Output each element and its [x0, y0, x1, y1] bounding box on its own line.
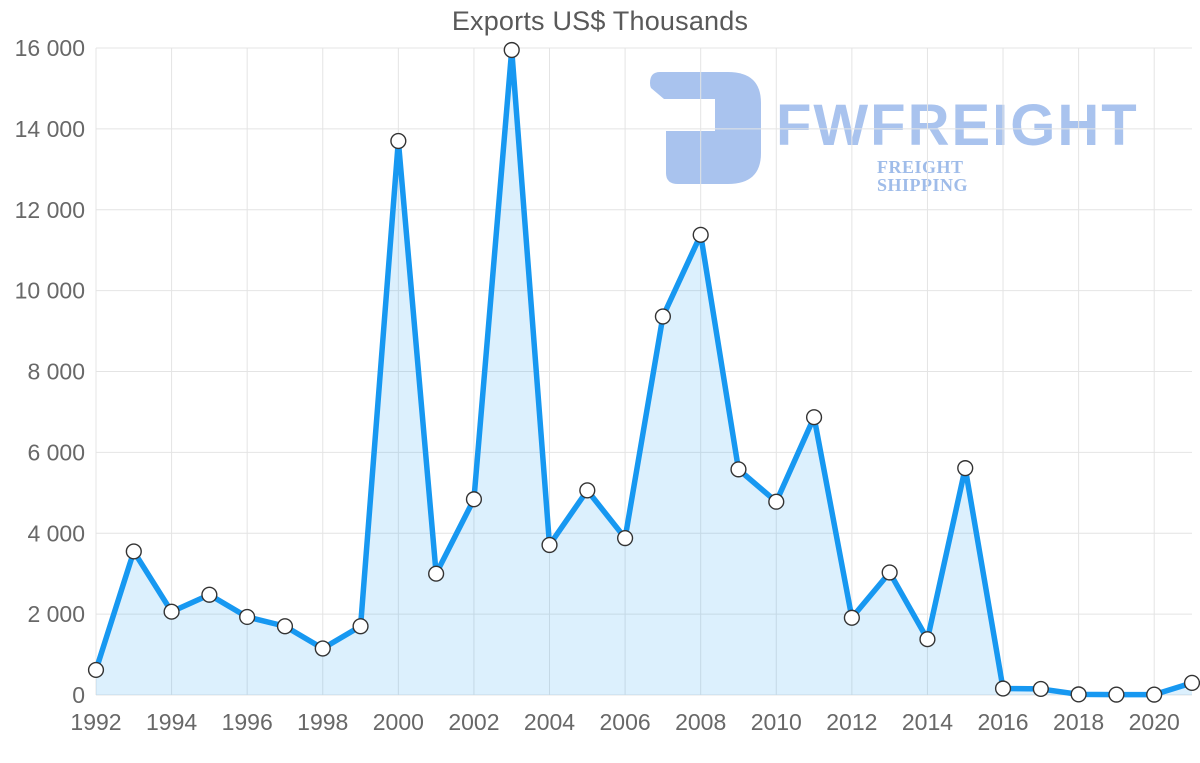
- data-point-2011[interactable]: [805, 409, 823, 426]
- x-tick-label: 2012: [826, 709, 877, 735]
- y-tick-label: 10 000: [15, 278, 85, 304]
- data-point-2000[interactable]: [390, 132, 407, 150]
- data-point-1998[interactable]: [314, 640, 331, 657]
- data-point-2006[interactable]: [617, 530, 634, 547]
- data-point-2019[interactable]: [1108, 686, 1125, 703]
- data-point-2018[interactable]: [1070, 686, 1087, 703]
- fwfreight-logo-icon: [650, 72, 761, 184]
- data-point-2004[interactable]: [541, 536, 558, 554]
- data-point-2002[interactable]: [465, 491, 483, 508]
- data-point-2003[interactable]: [503, 41, 520, 59]
- data-point-1992[interactable]: [87, 661, 105, 679]
- y-tick-label: 8 000: [27, 359, 85, 385]
- data-point-2021[interactable]: [1183, 674, 1200, 691]
- x-tick-label: 2008: [675, 709, 726, 735]
- x-tick-label: 2010: [751, 709, 802, 735]
- data-point-2007[interactable]: [654, 308, 671, 325]
- y-tick-label: 2 000: [27, 601, 85, 627]
- watermark-tagline-text: FREIGHT SHIPPING: [877, 157, 969, 195]
- data-point-2012[interactable]: [843, 609, 860, 626]
- y-tick-label: 6 000: [27, 439, 85, 465]
- data-point-2014[interactable]: [919, 631, 936, 648]
- chart-title: Exports US$ Thousands: [451, 6, 749, 36]
- y-tick-label: 14 000: [15, 116, 85, 142]
- data-point-1994[interactable]: [163, 603, 180, 620]
- x-tick-label: 2006: [600, 709, 651, 735]
- data-point-1996[interactable]: [239, 608, 256, 626]
- data-point-1997[interactable]: [276, 618, 294, 635]
- y-tick-label: 0: [72, 682, 85, 708]
- x-tick-label: 2000: [373, 709, 424, 735]
- x-tick-label: 1992: [70, 709, 121, 735]
- data-point-2013[interactable]: [881, 564, 898, 581]
- x-tick-label: 2004: [524, 709, 575, 735]
- data-point-2001[interactable]: [428, 565, 445, 582]
- watermark-brand-text: FWFREIGHT: [776, 93, 1139, 158]
- data-point-2020[interactable]: [1146, 686, 1163, 703]
- data-point-1993[interactable]: [125, 543, 142, 560]
- data-point-2016[interactable]: [994, 680, 1012, 697]
- x-tick-label: 1998: [297, 709, 348, 735]
- x-tick-label: 2014: [902, 709, 953, 735]
- data-point-2005[interactable]: [579, 482, 596, 499]
- x-tick-label: 1994: [146, 709, 197, 735]
- x-tick-label: 1996: [222, 709, 273, 735]
- data-point-2010[interactable]: [768, 493, 785, 510]
- series-area: [96, 50, 1192, 696]
- data-point-2015[interactable]: [957, 460, 974, 477]
- y-tick-label: 4 000: [27, 520, 85, 546]
- y-tick-label: 12 000: [15, 197, 85, 223]
- data-point-1999[interactable]: [352, 618, 369, 635]
- data-point-2009[interactable]: [730, 461, 747, 478]
- x-tick-label: 2002: [448, 709, 499, 735]
- data-point-2017[interactable]: [1032, 680, 1049, 698]
- x-tick-label: 2018: [1053, 709, 1104, 735]
- y-tick-label: 16 000: [15, 35, 85, 61]
- x-tick-label: 2016: [977, 709, 1028, 735]
- data-point-1995[interactable]: [201, 586, 218, 603]
- data-point-2008[interactable]: [692, 226, 709, 243]
- x-tick-label: 2020: [1129, 709, 1180, 735]
